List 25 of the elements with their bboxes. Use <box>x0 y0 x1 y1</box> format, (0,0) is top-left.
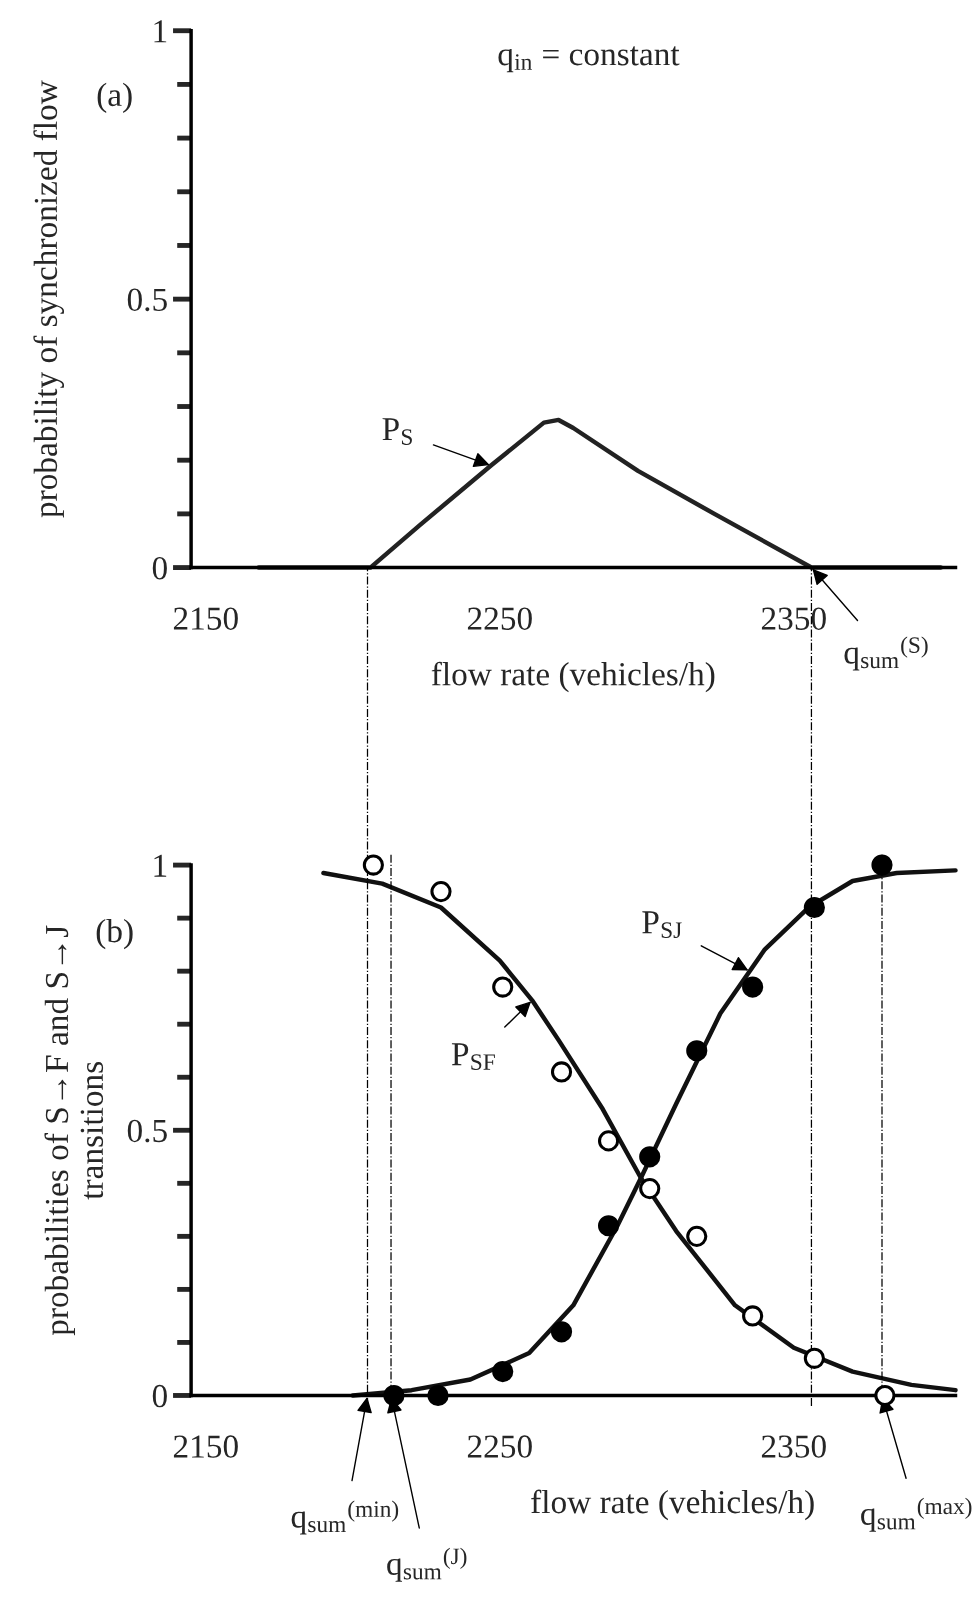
y-tick-label: 1 <box>154 20 167 43</box>
y-tick-label: 0 <box>152 556 167 580</box>
annotation: q$_{sum}$$^{(max)}$ <box>861 1497 972 1532</box>
y-tick-label: 0.5 <box>127 288 167 312</box>
annotation: q$_{in}$ = constant <box>498 46 680 73</box>
x-tick-label: 2350 <box>761 607 826 630</box>
text: (b) <box>96 918 133 950</box>
x-tick-label: 2150 <box>173 1435 238 1458</box>
text: (a) <box>97 82 132 113</box>
annotation: q$_{sum}$$^{(J)}$ <box>387 1547 467 1582</box>
x-tick-label: 2250 <box>467 1435 532 1458</box>
annotation: q$_{sum}$$^{(min)}$ <box>291 1500 399 1535</box>
y-tick-label: 0 <box>152 1384 167 1408</box>
x-axis-title: flow rate (vehicles/h) <box>431 661 715 693</box>
x-tick-label: 2150 <box>173 607 238 630</box>
x-tick-label: 2250 <box>467 607 532 630</box>
annotation: P$_{SF}$ <box>451 1043 495 1070</box>
annotation: P$_{SJ}$ <box>642 911 682 938</box>
x-axis-title: flow rate (vehicles/h) <box>531 1489 814 1521</box>
y-tick-label: 1 <box>154 854 167 877</box>
x-tick-label: 2350 <box>761 1435 826 1458</box>
annotation: P$_{S}$ <box>382 418 412 445</box>
y-tick-label: 0.5 <box>127 1119 167 1143</box>
y-axis-title: probability of synchronized flow <box>33 80 65 518</box>
annotation: q$_{sum}$$^{(S)}$ <box>844 636 928 671</box>
